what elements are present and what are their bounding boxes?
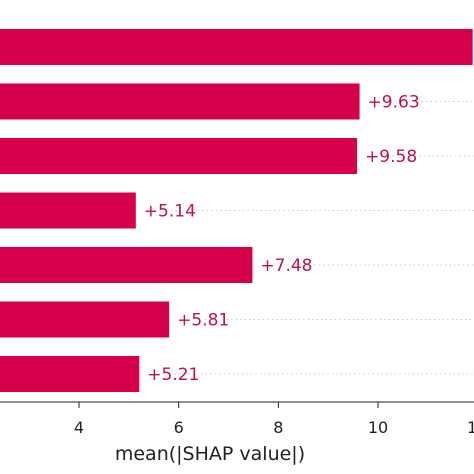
guide-lines	[143, 101, 474, 375]
x-axis: 4 6 8 10 1	[0, 401, 474, 437]
value-label: +9.63	[368, 93, 420, 113]
bar	[0, 301, 170, 338]
x-tick-label: 4	[74, 418, 84, 437]
value-label: +5.81	[177, 311, 229, 331]
value-label: +5.21	[147, 365, 199, 385]
value-label: +5.14	[144, 202, 196, 222]
bar	[0, 29, 473, 65]
x-tick-label: 10	[368, 418, 388, 437]
bar	[0, 247, 253, 283]
bar	[0, 356, 140, 392]
bar	[0, 83, 360, 120]
bar	[0, 192, 136, 229]
value-label: +9.58	[365, 147, 417, 167]
x-tick-label: 6	[174, 418, 184, 437]
x-tick-label: 8	[273, 418, 283, 437]
x-axis-label: mean(|SHAP value|)	[115, 443, 305, 465]
bar	[0, 138, 358, 174]
value-label: +7.48	[260, 256, 312, 276]
x-tick-label-partial: 1	[467, 418, 474, 437]
bars	[0, 29, 473, 392]
value-labels: +9.63 +9.58 +5.14 +7.48 +5.81 +5.21	[142, 91, 422, 388]
